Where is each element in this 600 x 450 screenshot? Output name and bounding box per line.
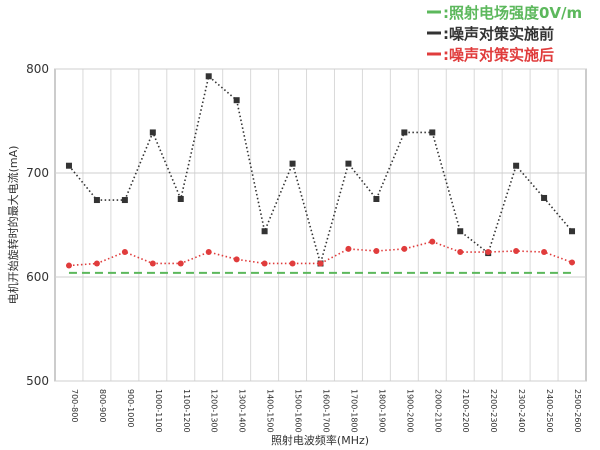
plot-area [54,68,587,382]
x-tick-label: 1200-1300 [210,389,219,433]
data-point [373,248,380,254]
data-point [541,194,548,201]
x-axis-ticks: 700-800 800-900 900-1000 1000-1100 1100-1200… [70,389,582,433]
x-tick-label: 1100-1200 [182,389,191,433]
data-point [233,256,240,263]
series-line [68,74,573,267]
data-point [177,260,184,267]
y-tick-label: 800 [26,62,49,76]
data-point [149,129,156,136]
data-point [65,262,72,269]
legend-label-series-1: :噪声对策实施前 [443,25,554,43]
x-tick-label: 1500-1600 [294,389,303,433]
y-axis-label: 电机开始旋转时的最大电流(mA) [6,146,20,305]
data-point [457,228,464,235]
data-point [93,197,100,204]
data-point [205,249,212,256]
data-point [513,248,520,254]
data-point [121,197,128,204]
data-point [513,162,520,169]
data-point [345,245,352,252]
x-tick-label: 800-900 [98,389,107,422]
data-point [261,260,268,267]
x-tick-label: 2200-2300 [489,389,498,433]
y-axis-ticks: 500 600 700 800 [26,62,49,388]
x-tick-label: 2500-2600 [573,389,582,433]
grid [55,68,586,382]
x-tick-label: 2000-2100 [433,389,442,433]
data-point [205,73,212,80]
x-tick-label: 2400-2500 [545,389,554,433]
data-point [485,249,492,256]
x-tick-label: 1600-1700 [322,389,331,433]
data-point [429,238,436,245]
data-point [233,97,240,104]
legend-label-series-0: :照射电场强度0V/m [443,4,582,22]
data-point [429,129,436,136]
x-tick-label: 900-1000 [126,389,135,428]
x-tick-label: 2100-2200 [461,389,470,433]
x-axis-label: 照射电波频率(MHz) [271,433,369,447]
data-point [457,249,464,256]
data-point [261,228,268,235]
x-tick-label: 700-800 [70,389,79,422]
series-1 [65,73,576,267]
x-tick-label: 1800-1900 [377,389,386,433]
y-tick-label: 700 [26,166,49,180]
data-point [345,160,352,167]
x-tick-label: 2300-2400 [517,389,526,433]
legend: :照射电场强度0V/m :噪声对策实施前 :噪声对策实施后 [427,4,582,64]
data-point [569,259,576,266]
data-point [121,249,128,256]
y-tick-label: 500 [26,374,49,388]
x-tick-label: 1700-1800 [349,389,358,433]
x-tick-label: 1400-1500 [266,389,275,433]
data-point [289,160,296,167]
data-point [317,260,324,267]
series-layer [65,73,576,274]
data-point [569,228,576,235]
data-point [401,245,408,252]
y-tick-label: 600 [26,270,49,284]
data-point [373,196,380,202]
data-point [401,129,408,136]
data-point [149,260,156,267]
legend-label-series-2: :噪声对策实施后 [443,46,554,64]
x-tick-label: 1900-2000 [405,389,414,433]
data-point [289,260,296,267]
data-point [65,162,72,169]
x-tick-label: 1000-1100 [154,389,163,433]
data-point [541,249,548,256]
data-point [93,260,100,267]
x-tick-label: 1300-1400 [238,389,247,433]
data-point [177,196,184,202]
series-2 [65,238,576,269]
